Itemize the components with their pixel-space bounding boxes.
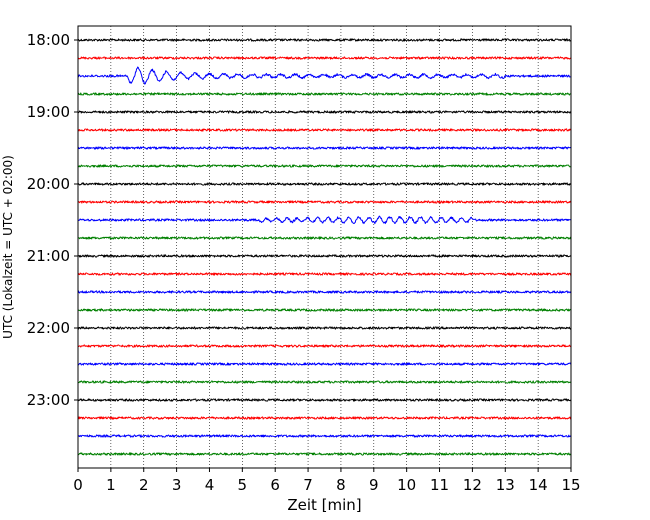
x-tick-label: 15 [561,476,580,494]
vertical-grid [110,26,539,468]
x-axis: 0 1 2 3 4 5 6 7 8 9 10 11 12 13 14 15 [73,468,581,494]
x-tick-label: 11 [430,476,449,494]
trace-2015 [77,200,572,204]
trace-2000 [77,182,572,186]
x-axis-label: Zeit [min] [287,496,361,514]
x-tick-label: 0 [73,476,83,494]
trace-2330 [77,434,572,438]
x-tick-label: 4 [205,476,215,494]
x-tick-label: 6 [270,476,280,494]
y-tick-label: 22:00 [27,319,70,337]
x-tick-label: 2 [139,476,149,494]
x-tick-label: 7 [303,476,313,494]
x-tick-label: 3 [172,476,182,494]
y-tick-label: 20:00 [27,175,70,193]
x-tick-label: 12 [463,476,482,494]
trace-1815 [77,56,572,60]
trace-1900 [77,110,572,114]
trace-2215 [77,344,572,348]
x-tick-label: 13 [496,476,515,494]
trace-2100 [77,254,572,258]
trace-1845 [77,92,572,96]
trace-2045 [77,236,572,240]
x-tick-label: 14 [529,476,548,494]
y-tick-label: 18:00 [27,31,70,49]
trace-2230 [77,362,572,366]
trace-1945 [77,164,572,168]
trace-1915 [77,128,572,132]
trace-2200 [77,326,572,330]
trace-1930 [77,146,572,150]
trace-2300 [77,398,572,402]
plot-frame [77,25,572,469]
x-tick-label: 8 [336,476,346,494]
trace-group [77,38,572,456]
x-tick-label: 10 [397,476,416,494]
trace-1830 [77,66,572,85]
y-axis: 18:00 19:00 20:00 21:00 22:00 23:00 [27,31,78,409]
y-tick-label: 23:00 [27,391,70,409]
trace-2315 [77,416,572,420]
x-tick-label: 5 [238,476,248,494]
trace-2345 [77,452,572,456]
y-tick-label: 19:00 [27,103,70,121]
trace-2130 [77,290,572,294]
trace-2115 [77,272,572,276]
y-axis-label: UTC (Lokalzeit = UTC + 02:00) [1,155,15,339]
x-tick-label: 1 [106,476,116,494]
trace-2245 [77,380,572,384]
y-tick-label: 21:00 [27,247,70,265]
trace-2145 [77,308,572,312]
trace-2030 [77,215,572,225]
x-tick-label: 9 [369,476,379,494]
trace-1800 [77,38,572,42]
